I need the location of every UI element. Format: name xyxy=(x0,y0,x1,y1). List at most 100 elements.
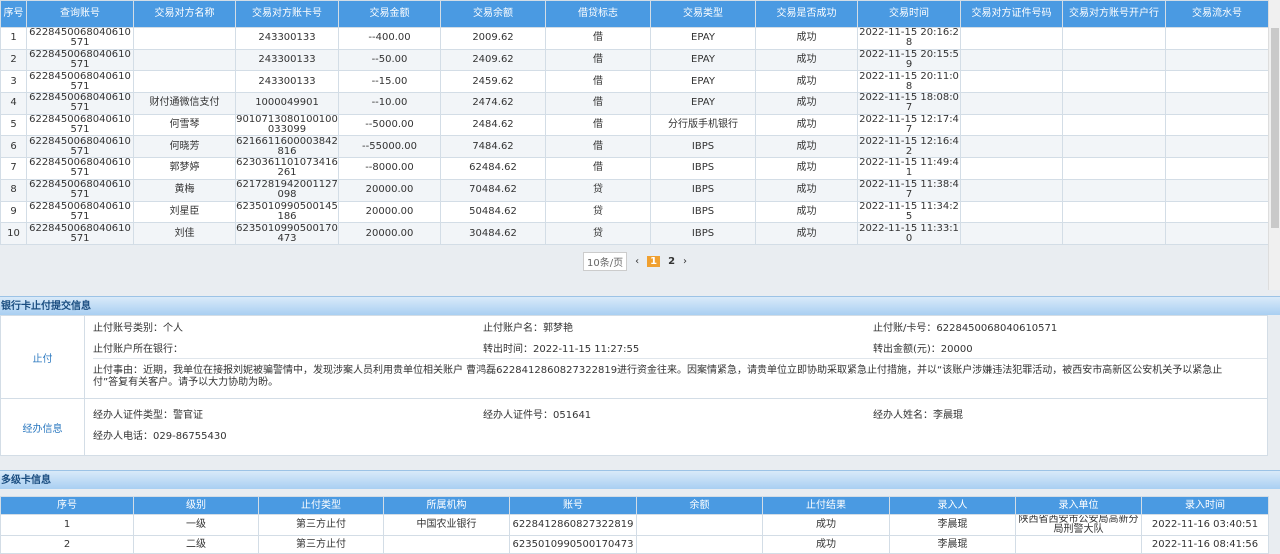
multi-card-section-header[interactable]: 多级卡信息 xyxy=(0,470,1280,489)
table-cell xyxy=(133,70,236,94)
table-cell xyxy=(1062,222,1166,245)
table-cell: 1000049901 xyxy=(235,92,339,115)
page-1-button[interactable]: 1 xyxy=(647,256,661,267)
table-cell: 借 xyxy=(545,48,651,72)
table-cell: --5000.00 xyxy=(338,113,441,137)
table-cell: IBPS xyxy=(650,157,756,180)
column-header[interactable]: 止付类型 xyxy=(258,496,384,515)
column-header[interactable]: 交易时间 xyxy=(857,0,961,28)
table-row[interactable]: 2 二级 第三方止付 6235010990500170473 成功 李晨琨 2022-11-… xyxy=(0,535,1269,554)
table-cell: 7 xyxy=(0,157,27,180)
stop-label: 止付 xyxy=(1,316,85,398)
table-cell: 成功 xyxy=(755,27,858,50)
table-cell: 成功 xyxy=(762,514,890,536)
card-no: 止付账/卡号：6228450068040610571 xyxy=(873,323,1058,334)
table-cell: 何雪琴 xyxy=(133,113,236,137)
table-row[interactable]: 3 6228450068040610571 243300133 --15.00 2459… xyxy=(0,70,1269,94)
table-cell: 李晨琨 xyxy=(889,514,1016,536)
column-header[interactable]: 级别 xyxy=(133,496,259,515)
table-cell: 借 xyxy=(545,92,651,115)
table-cell xyxy=(1165,135,1269,159)
column-header[interactable]: 序号 xyxy=(0,0,27,28)
table-cell: 9 xyxy=(0,200,27,224)
next-page-icon[interactable]: › xyxy=(683,256,688,267)
table-cell: 第三方止付 xyxy=(258,535,384,554)
column-header[interactable]: 交易金额 xyxy=(338,0,441,28)
table-cell xyxy=(1062,48,1166,72)
column-header[interactable]: 交易对方账号开户行 xyxy=(1062,0,1166,28)
column-header[interactable]: 借贷标志 xyxy=(545,0,651,28)
column-header[interactable]: 查询账号 xyxy=(26,0,134,28)
column-header[interactable]: 交易流水号 xyxy=(1165,0,1269,28)
table-cell xyxy=(1062,178,1166,202)
table-cell: 成功 xyxy=(755,113,858,137)
table-cell: 2022-11-16 03:40:51 xyxy=(1141,514,1269,536)
table-cell: --50.00 xyxy=(338,48,441,72)
table-cell: 30484.62 xyxy=(440,222,546,245)
column-header[interactable]: 余额 xyxy=(636,496,763,515)
table-cell: 6228450068040610571 xyxy=(26,70,134,94)
column-header[interactable]: 录入单位 xyxy=(1015,496,1142,515)
table-row[interactable]: 1 6228450068040610571 243300133 --400.00 200… xyxy=(0,27,1269,50)
table-row[interactable]: 9 6228450068040610571 刘星臣 62350109905001451… xyxy=(0,200,1269,224)
table-cell: 6228412860827322819 xyxy=(509,514,637,536)
column-header[interactable]: 交易对方账卡号 xyxy=(235,0,339,28)
table-cell: 6228450068040610571 xyxy=(26,113,134,137)
table-row[interactable]: 7 6228450068040610571 郭梦婷 62303611010734162… xyxy=(0,157,1269,180)
table-cell: 2022-11-15 18:08:07 xyxy=(857,92,961,115)
column-header[interactable]: 录入时间 xyxy=(1141,496,1269,515)
table-cell: 6228450068040610571 xyxy=(26,178,134,202)
column-header[interactable]: 录入人 xyxy=(889,496,1016,515)
table-cell: 62484.62 xyxy=(440,157,546,180)
bank: 止付账户所在银行： xyxy=(93,344,183,355)
table-row[interactable]: 5 6228450068040610571 何雪琴 90107130801001000… xyxy=(0,113,1269,137)
table-row[interactable]: 8 6228450068040610571 黄梅 621728194200112709… xyxy=(0,178,1269,202)
table-cell xyxy=(1062,135,1166,159)
table-cell xyxy=(636,514,763,536)
column-header[interactable]: 所属机构 xyxy=(383,496,510,515)
column-header[interactable]: 止付结果 xyxy=(762,496,890,515)
table-cell: 20000.00 xyxy=(338,200,441,224)
scrollbar-thumb[interactable] xyxy=(1271,28,1279,228)
table-row[interactable]: 2 6228450068040610571 243300133 --50.00 2409… xyxy=(0,48,1269,72)
table-cell: EPAY xyxy=(650,92,756,115)
column-header[interactable]: 账号 xyxy=(509,496,637,515)
table-cell: 成功 xyxy=(755,135,858,159)
stop-section-header[interactable]: 银行卡止付提交信息 xyxy=(0,296,1280,315)
stop-info-panel: 止付 止付账号类别：个人 止付账户名：郭梦艳 止付账/卡号：622845006804… xyxy=(0,315,1268,456)
table-cell: 成功 xyxy=(755,70,858,94)
table-cell: 6217281942001127098 xyxy=(235,178,339,202)
column-header[interactable]: 交易是否成功 xyxy=(755,0,858,28)
table-cell xyxy=(1165,92,1269,115)
table-row[interactable]: 10 6228450068040610571 刘佳 62350109905001704… xyxy=(0,222,1269,245)
handler-phone: 经办人电话：029-86755430 xyxy=(93,431,227,442)
out-time: 转出时间：2022-11-15 11:27:55 xyxy=(483,344,640,355)
account-type: 止付账号类别：个人 xyxy=(93,323,183,334)
table-cell: 70484.62 xyxy=(440,178,546,202)
page-size-select[interactable]: 10条/页 xyxy=(583,252,628,271)
table-cell: 2409.62 xyxy=(440,48,546,72)
table-row[interactable]: 6 6228450068040610571 何晓芳 62166116000038428… xyxy=(0,135,1269,159)
table-row[interactable]: 1 一级 第三方止付 中国农业银行 6228412860827322819 成功 李晨琨 陕西… xyxy=(0,514,1269,536)
prev-page-icon[interactable]: ‹ xyxy=(635,256,640,267)
table-cell xyxy=(960,70,1063,94)
table-cell: 分行版手机银行 xyxy=(650,113,756,137)
column-header[interactable]: 交易对方名称 xyxy=(133,0,236,28)
table-row[interactable]: 4 6228450068040610571 财付通微信支付 1000049901 --1… xyxy=(0,92,1269,115)
column-header[interactable]: 交易类型 xyxy=(650,0,756,28)
pagination: 10条/页 ‹ 1 2 › xyxy=(583,252,687,271)
table-cell: 8 xyxy=(0,178,27,202)
table-cell: 243300133 xyxy=(235,48,339,72)
column-header[interactable]: 序号 xyxy=(0,496,134,515)
page-2-button[interactable]: 2 xyxy=(668,256,676,267)
column-header[interactable]: 交易余额 xyxy=(440,0,546,28)
table-cell: --55000.00 xyxy=(338,135,441,159)
vertical-scrollbar[interactable] xyxy=(1268,0,1280,290)
table-cell: 2022-11-15 11:49:41 xyxy=(857,157,961,180)
table-cell: IBPS xyxy=(650,200,756,224)
table-cell: 成功 xyxy=(755,200,858,224)
table-cell xyxy=(1062,113,1166,137)
column-header[interactable]: 交易对方证件号码 xyxy=(960,0,1063,28)
table-cell xyxy=(960,222,1063,245)
table-cell: 7484.62 xyxy=(440,135,546,159)
